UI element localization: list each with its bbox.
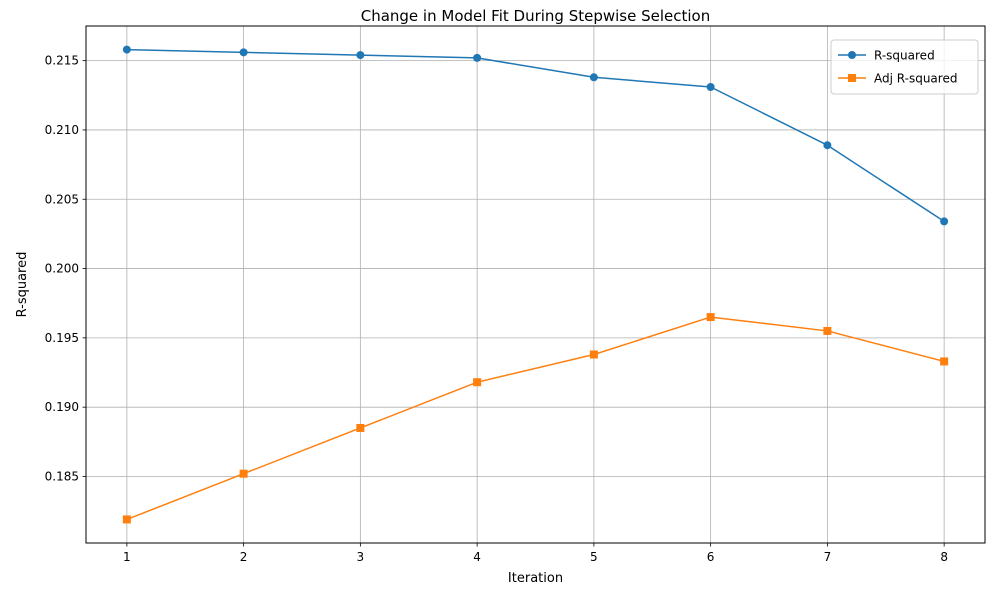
legend-box [830, 39, 979, 95]
data-point-r-squared [823, 141, 832, 150]
x-tick-label: 6 [707, 550, 715, 564]
x-tick-label: 1 [123, 550, 131, 564]
data-point-adj-r-squared [823, 326, 832, 335]
grid [86, 26, 985, 543]
data-point-r-squared [589, 73, 598, 82]
data-point-adj-r-squared [473, 378, 482, 387]
data-point-r-squared [940, 217, 949, 226]
data-point-r-squared [356, 51, 365, 60]
legend-marker-adj-r-squared [848, 74, 856, 82]
y-tick-label: 0.215 [45, 54, 79, 68]
y-axis-label: R-squared [15, 252, 30, 318]
data-point-adj-r-squared [940, 357, 949, 366]
legend-label-r-squared: R-squared [874, 49, 935, 63]
data-point-adj-r-squared [356, 423, 365, 432]
data-point-adj-r-squared [589, 350, 598, 359]
y-tick-label: 0.210 [45, 123, 79, 137]
ticks: 1 2 3 4 5 6 7 8 0.185 0.190 0.195 0.200 0.205 0.210 0.… [45, 54, 948, 564]
y-tick-label: 0.200 [45, 262, 79, 276]
y-tick-label: 0.190 [45, 400, 79, 414]
x-axis-label: Iteration [508, 571, 563, 586]
y-tick-label: 0.185 [45, 469, 79, 483]
x-tick-label: 8 [940, 550, 948, 564]
y-tick-label: 0.205 [45, 192, 79, 206]
series-line-r-squared [126, 48, 945, 223]
x-tick-label: 2 [240, 550, 248, 564]
data-point-adj-r-squared [239, 469, 248, 478]
legend-label-adj-r-squared: Adj R-squared [874, 72, 957, 86]
x-tick-label: 3 [357, 550, 365, 564]
data-point-r-squared [706, 82, 715, 91]
data-point-adj-r-squared [706, 313, 715, 322]
data-point-r-squared [122, 45, 131, 54]
series-line-adj-r-squared [126, 316, 945, 521]
data-point-r-squared [473, 53, 482, 62]
x-tick-label: 7 [824, 550, 832, 564]
data-point-r-squared [239, 48, 248, 57]
legend: R-squared Adj R-squared [830, 39, 979, 95]
y-tick-label: 0.195 [45, 331, 79, 345]
x-tick-label: 4 [473, 550, 481, 564]
data-point-adj-r-squared [122, 515, 131, 524]
x-tick-label: 5 [590, 550, 598, 564]
series-layer [122, 45, 949, 524]
legend-marker-r-squared [848, 51, 856, 59]
plot-area-frame [85, 25, 986, 544]
chart-title: Change in Model Fit During Stepwise Sele… [361, 7, 711, 25]
